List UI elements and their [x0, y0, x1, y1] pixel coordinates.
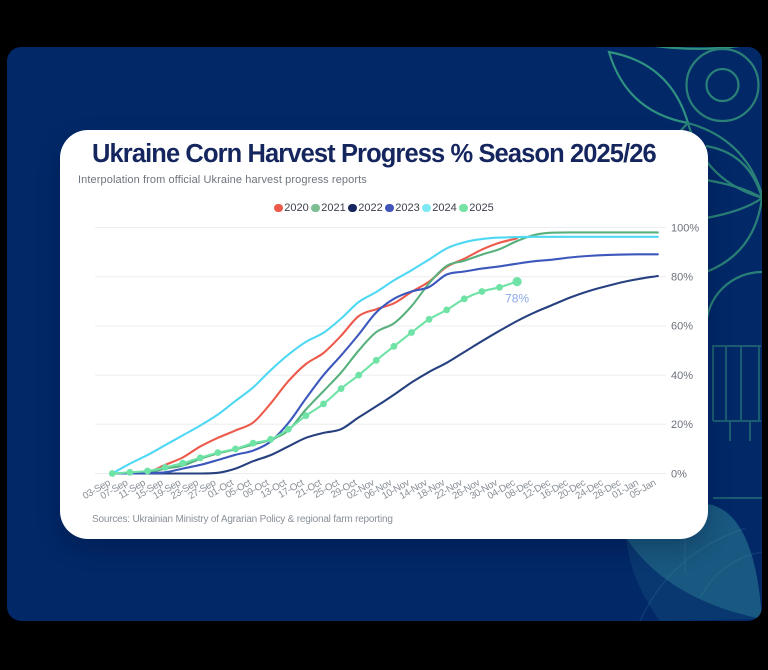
svg-text:20%: 20%	[671, 419, 693, 431]
svg-text:100%: 100%	[671, 222, 699, 234]
svg-text:60%: 60%	[671, 321, 693, 333]
svg-text:40%: 40%	[671, 370, 693, 382]
svg-text:0%: 0%	[671, 468, 687, 480]
svg-text:80%: 80%	[671, 272, 693, 284]
svg-text:78%: 78%	[505, 292, 529, 306]
